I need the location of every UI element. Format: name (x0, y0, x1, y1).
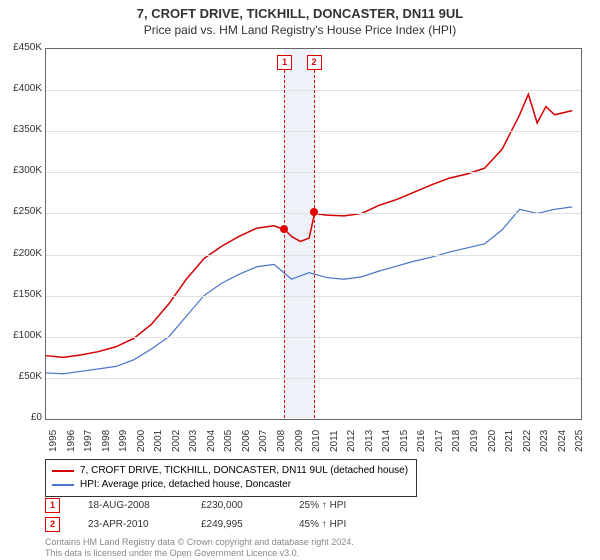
footer-line-1: Contains HM Land Registry data © Crown c… (45, 537, 354, 548)
sale-pct-2: 45% ↑ HPI (299, 519, 346, 530)
y-tick-label: £350K (2, 124, 42, 135)
y-tick-label: £150K (2, 289, 42, 300)
y-tick-label: £300K (2, 165, 42, 176)
sale-date-1: 18-AUG-2008 (88, 500, 173, 511)
chart-title-main: 7, CROFT DRIVE, TICKHILL, DONCASTER, DN1… (0, 0, 600, 21)
chart-container: 7, CROFT DRIVE, TICKHILL, DONCASTER, DN1… (0, 0, 600, 560)
legend-label-2: HPI: Average price, detached house, Donc… (80, 478, 291, 492)
sale-row-1: 1 18-AUG-2008 £230,000 25% ↑ HPI (45, 498, 346, 513)
sale-date-2: 23-APR-2010 (88, 519, 173, 530)
sale-price-2: £249,995 (201, 519, 271, 530)
event-marker-2: 2 (307, 55, 322, 70)
legend-swatch-2 (52, 484, 74, 486)
x-tick-label: 1995 (48, 430, 59, 452)
sale-pct-1: 25% ↑ HPI (299, 500, 346, 511)
x-tick-label: 2021 (504, 430, 515, 452)
x-tick-label: 2018 (451, 430, 462, 452)
sale-price-1: £230,000 (201, 500, 271, 511)
x-tick-label: 2004 (206, 430, 217, 452)
x-tick-label: 2005 (223, 430, 234, 452)
y-tick-label: £250K (2, 206, 42, 217)
footer-text: Contains HM Land Registry data © Crown c… (45, 537, 354, 559)
x-tick-label: 2002 (171, 430, 182, 452)
chart-title-sub: Price paid vs. HM Land Registry's House … (0, 21, 600, 37)
legend-box: 7, CROFT DRIVE, TICKHILL, DONCASTER, DN1… (45, 459, 417, 497)
x-tick-label: 2016 (416, 430, 427, 452)
x-tick-label: 2015 (399, 430, 410, 452)
x-tick-label: 2012 (346, 430, 357, 452)
x-tick-label: 2001 (153, 430, 164, 452)
x-tick-label: 1996 (66, 430, 77, 452)
event-marker-1: 1 (277, 55, 292, 70)
x-tick-label: 2014 (381, 430, 392, 452)
x-tick-label: 2008 (276, 430, 287, 452)
x-tick-label: 2011 (329, 430, 340, 452)
sale-row-2: 2 23-APR-2010 £249,995 45% ↑ HPI (45, 517, 346, 532)
x-tick-label: 1999 (118, 430, 129, 452)
x-tick-label: 2019 (469, 430, 480, 452)
sale-marker-1: 1 (45, 498, 60, 513)
x-tick-label: 2017 (434, 430, 445, 452)
y-tick-label: £200K (2, 248, 42, 259)
x-tick-label: 2022 (522, 430, 533, 452)
x-tick-label: 2006 (241, 430, 252, 452)
sale-marker-2: 2 (45, 517, 60, 532)
y-tick-label: £0 (2, 412, 42, 423)
x-tick-label: 1998 (101, 430, 112, 452)
x-tick-label: 2013 (364, 430, 375, 452)
y-tick-label: £400K (2, 83, 42, 94)
x-tick-label: 2003 (188, 430, 199, 452)
legend-label-1: 7, CROFT DRIVE, TICKHILL, DONCASTER, DN1… (80, 464, 408, 478)
x-tick-label: 2024 (557, 430, 568, 452)
x-tick-label: 2009 (294, 430, 305, 452)
x-tick-label: 2010 (311, 430, 322, 452)
y-tick-label: £450K (2, 42, 42, 53)
x-tick-label: 2007 (258, 430, 269, 452)
x-tick-label: 2000 (136, 430, 147, 452)
x-tick-label: 2020 (487, 430, 498, 452)
x-tick-label: 2025 (574, 430, 585, 452)
legend-swatch-1 (52, 470, 74, 472)
x-tick-label: 2023 (539, 430, 550, 452)
y-tick-label: £50K (2, 371, 42, 382)
y-tick-label: £100K (2, 330, 42, 341)
legend-row-2: HPI: Average price, detached house, Donc… (52, 478, 410, 492)
x-tick-label: 1997 (83, 430, 94, 452)
legend-row-1: 7, CROFT DRIVE, TICKHILL, DONCASTER, DN1… (52, 464, 410, 478)
footer-line-2: This data is licensed under the Open Gov… (45, 548, 354, 559)
